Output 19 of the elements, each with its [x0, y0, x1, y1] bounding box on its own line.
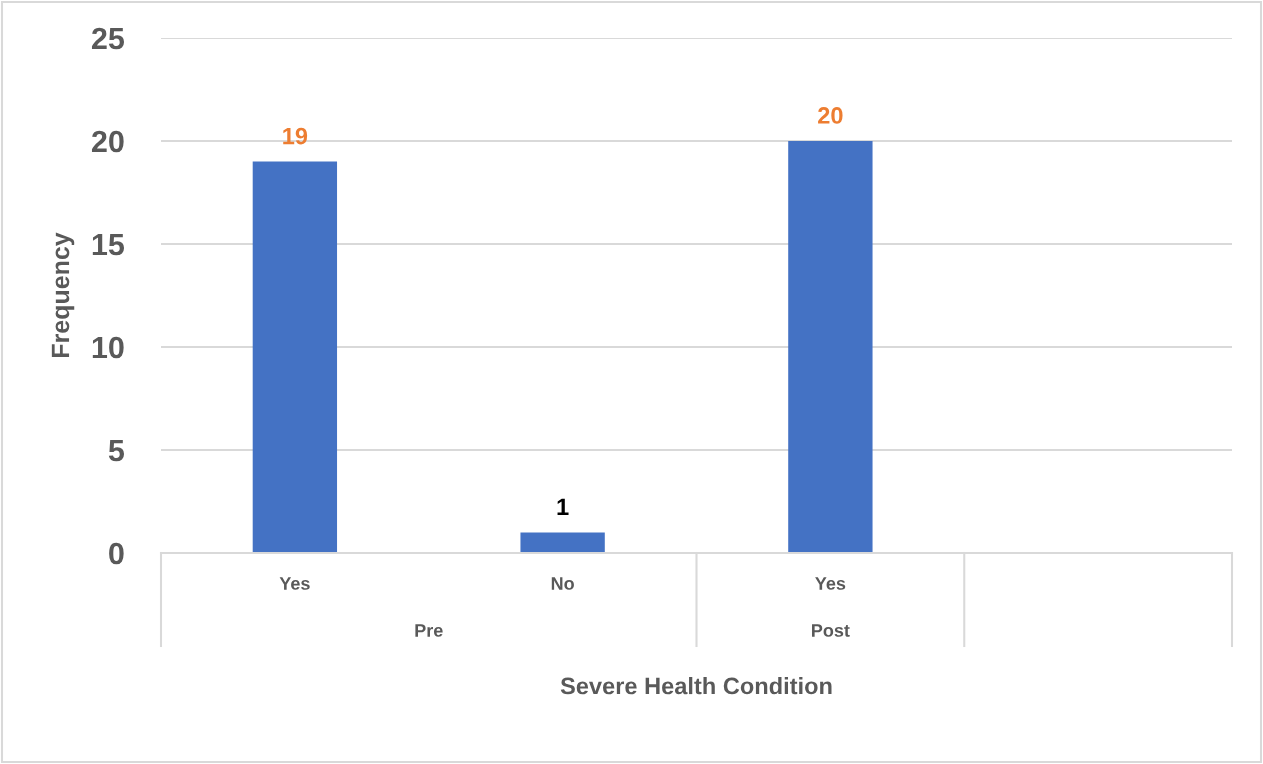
- data-label: 1: [557, 498, 569, 515]
- y-tick-label: 10: [92, 336, 124, 359]
- bar: [520, 532, 605, 553]
- text: Pre: [415, 624, 443, 637]
- y-tick-label: 0: [109, 542, 124, 565]
- bar: [252, 161, 338, 553]
- x-tick-label: No: [551, 577, 574, 590]
- y-tick-label: 15: [92, 234, 125, 256]
- bar: [788, 141, 873, 553]
- x-axis-title: Severe Health Condition: [560, 676, 832, 695]
- x-tick-label: Yes: [815, 577, 846, 590]
- y-axis-title: Frequency: [51, 232, 75, 358]
- text: Post: [812, 624, 850, 637]
- y-tick-label: 25: [91, 27, 125, 50]
- y-tick-label: 20: [91, 130, 124, 153]
- data-label: 19: [283, 127, 308, 145]
- x-tick-label: Yes: [279, 577, 310, 590]
- data-label: 20: [818, 107, 843, 124]
- y-tick-label: 5: [108, 440, 125, 462]
